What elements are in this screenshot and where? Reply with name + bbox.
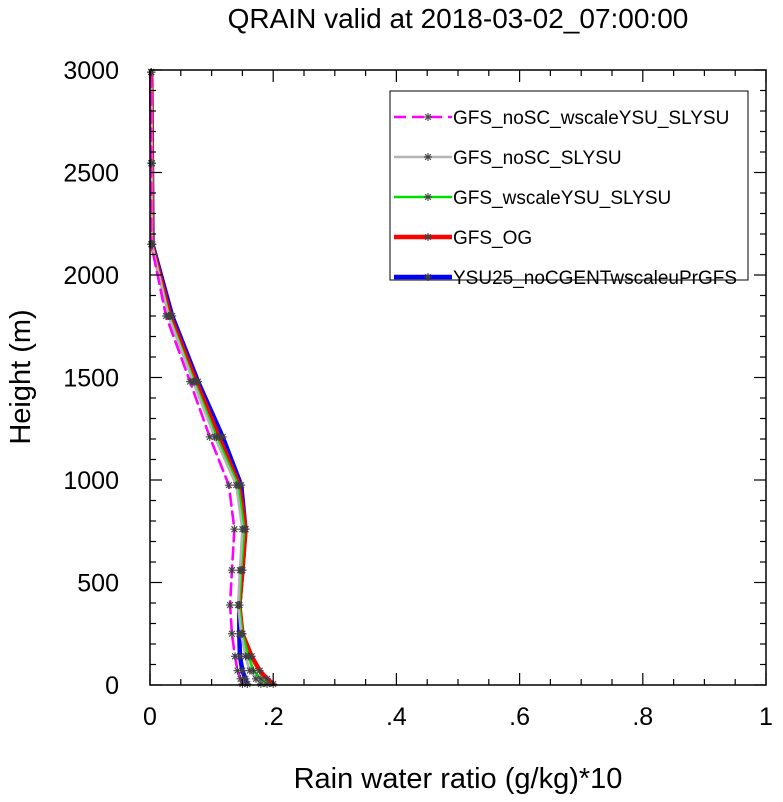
y-tick-label: 2000 [63, 262, 119, 290]
data-point-marker [231, 652, 240, 661]
data-point-marker [238, 525, 247, 534]
legend-item: YSU25_noCGENTwscaleuPrGFS [394, 268, 737, 289]
data-point-marker [237, 629, 246, 638]
legend-marker [424, 273, 432, 281]
data-point-marker [263, 679, 272, 688]
y-tick-label: 0 [105, 672, 119, 700]
ticklabel-layer: 0 .2 .4 .6 .8 1 0 500 1000 1500 2000 2500 3000 [63, 57, 773, 731]
x-tick-label: .2 [263, 703, 284, 731]
data-point-marker [227, 629, 236, 638]
legend-items: GFS_noSC_wscaleYSU_SLYSU GFS_noSC_SLYSU GF… [394, 108, 737, 289]
legend-label: YSU25_noCGENTwscaleuPrGFS [453, 268, 737, 289]
legend-marker [424, 233, 432, 241]
legend: GFS_noSC_wscaleYSU_SLYSU GFS_noSC_SLYSU GF… [389, 90, 749, 289]
legend-box [389, 90, 749, 281]
legend-marker [424, 113, 432, 121]
legend-item: GFS_noSC_SLYSU [394, 148, 622, 169]
y-tick-label: 3000 [63, 57, 119, 85]
legend-label: GFS_OG [453, 228, 532, 249]
x-axis-label: Rain water ratio (g/kg)*10 [294, 763, 623, 795]
legend-item: GFS_wscaleYSU_SLYSU [394, 188, 671, 209]
data-point-marker [230, 525, 239, 534]
data-point-marker [236, 674, 245, 683]
x-tick-label: .4 [386, 703, 407, 731]
y-tick-label: 2500 [63, 160, 119, 188]
data-point-marker [256, 679, 265, 688]
data-point-marker [234, 601, 243, 610]
y-tick-label: 1500 [63, 365, 119, 393]
data-point-marker [255, 666, 264, 675]
data-point-marker [147, 159, 156, 168]
legend-item: GFS_OG [394, 228, 532, 249]
y-tick-label: 1000 [63, 467, 119, 495]
legend-label: GFS_noSC_SLYSU [453, 148, 622, 169]
data-point-marker [186, 377, 195, 386]
chart-title: QRAIN valid at 2018-03-02_07:00:00 [228, 3, 689, 34]
data-point-marker [251, 674, 260, 683]
legend-item: GFS_noSC_wscaleYSU_SLYSU [394, 108, 729, 129]
data-point-marker [232, 481, 241, 490]
legend-marker [424, 193, 432, 201]
data-point-marker [227, 566, 236, 575]
data-point-marker [147, 240, 156, 249]
x-tick-label: .8 [632, 703, 653, 731]
x-tick-label: 0 [143, 703, 157, 731]
x-tick-label: .6 [509, 703, 530, 731]
data-point-marker [245, 666, 254, 675]
data-point-marker [224, 481, 233, 490]
data-point-marker [241, 652, 250, 661]
data-point-marker [162, 312, 171, 320]
data-point-marker [233, 666, 242, 675]
legend-label: GFS_wscaleYSU_SLYSU [453, 188, 671, 209]
data-point-marker [235, 566, 244, 575]
data-point-marker [205, 432, 214, 441]
y-tick-label: 500 [77, 570, 119, 598]
data-point-marker [226, 601, 235, 610]
legend-marker [424, 153, 432, 161]
legend-label: GFS_noSC_wscaleYSU_SLYSU [453, 108, 729, 129]
tick-layer [149, 69, 767, 686]
y-axis-label: Height (m) [5, 309, 37, 444]
x-tick-label: 1 [759, 703, 773, 731]
